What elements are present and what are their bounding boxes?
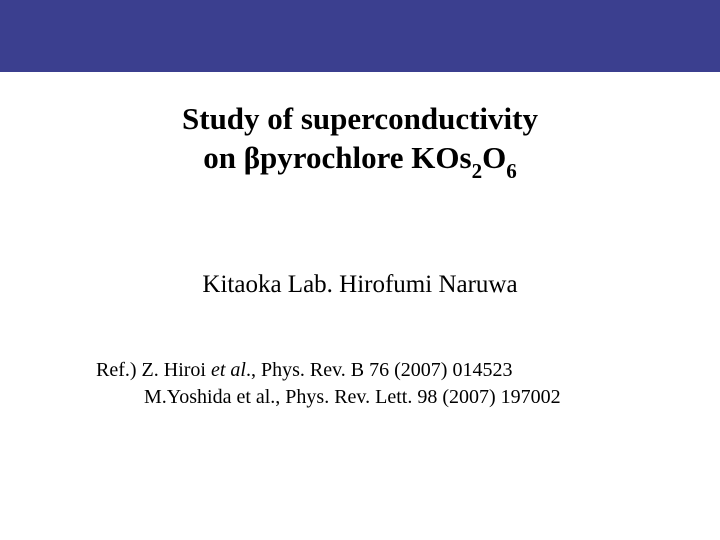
reference-1: Ref.) Z. Hiroi et al., Phys. Rev. B 76 (… [96, 357, 720, 384]
reference-2: M.Yoshida et al., Phys. Rev. Lett. 98 (2… [96, 384, 720, 411]
ref1-etal: et al [211, 359, 246, 381]
title-subscript-1: 2 [472, 159, 483, 183]
ref1-rest: ., Phys. Rev. B 76 (2007) 014523 [246, 359, 512, 381]
title-line-2-mid: O [482, 140, 506, 175]
title-line-2-pre: on βpyrochlore KOs [203, 140, 471, 175]
slide-title: Study of superconductivity on βpyrochlor… [0, 100, 720, 181]
references-block: Ref.) Z. Hiroi et al., Phys. Rev. B 76 (… [96, 357, 720, 411]
author-line: Kitaoka Lab. Hirofumi Naruwa [0, 271, 720, 299]
title-line-1: Study of superconductivity [0, 100, 720, 139]
ref1-author: Z. Hiroi [142, 359, 211, 381]
ref-prefix: Ref.) [96, 359, 142, 381]
title-line-2: on βpyrochlore KOs2O6 [0, 139, 720, 182]
title-subscript-2: 6 [506, 159, 517, 183]
top-banner [0, 0, 720, 72]
